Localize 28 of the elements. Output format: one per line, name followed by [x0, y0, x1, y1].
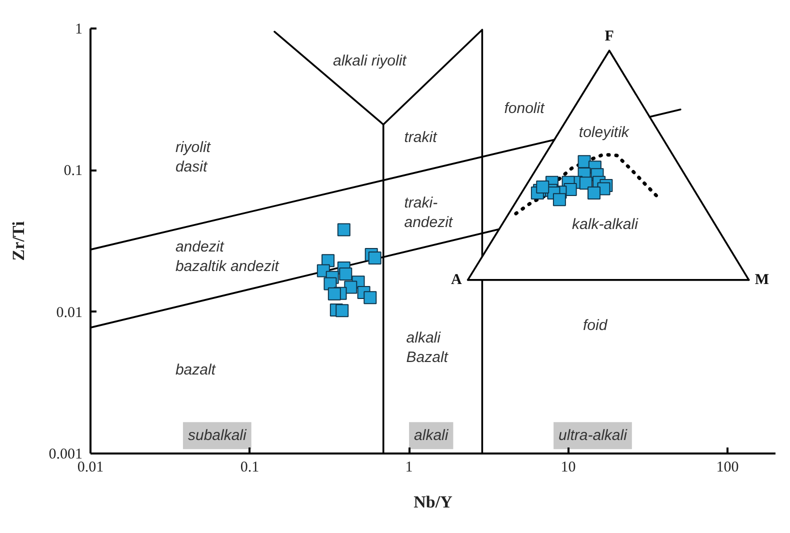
annotation: alkali	[414, 427, 449, 444]
annotation: alkali Bazalt	[406, 329, 449, 366]
annotation: ultra-alkali	[558, 427, 628, 444]
annotation: foid	[583, 317, 608, 334]
x-tick-label: 0.01	[77, 460, 104, 476]
x-tick-label: 1	[405, 460, 413, 476]
annotation: toleyitik	[578, 124, 630, 142]
annotation: M	[754, 272, 769, 288]
annotation: subalkali	[188, 427, 248, 444]
y-tick-label: 0.01	[56, 304, 82, 321]
annotation: trakit	[404, 129, 438, 146]
annotation: bazalt	[175, 362, 216, 379]
y-tick-label: 0.1	[64, 163, 82, 180]
y-tick-label: 1	[75, 22, 82, 38]
annotation: andezit bazaltik andezit	[175, 238, 280, 275]
y-axis-title: Zr/Ti	[8, 221, 28, 261]
y-tick-label: 0.001	[48, 446, 82, 462]
x-tick-label: 100	[716, 460, 739, 476]
x-axis-title: Nb/Y	[414, 492, 452, 512]
annotation: traki- andezit	[404, 194, 454, 232]
x-tick-label: 0.1	[240, 460, 260, 476]
annotation: F	[604, 28, 614, 45]
annotation: A	[451, 272, 462, 288]
annotation: fonolit	[504, 100, 546, 117]
annotation: riyolit dasit	[175, 139, 212, 176]
annotation: alkali riyolit	[332, 52, 408, 70]
annotation: kalk-alkali	[572, 216, 639, 233]
x-tick-label: 10	[560, 460, 576, 476]
